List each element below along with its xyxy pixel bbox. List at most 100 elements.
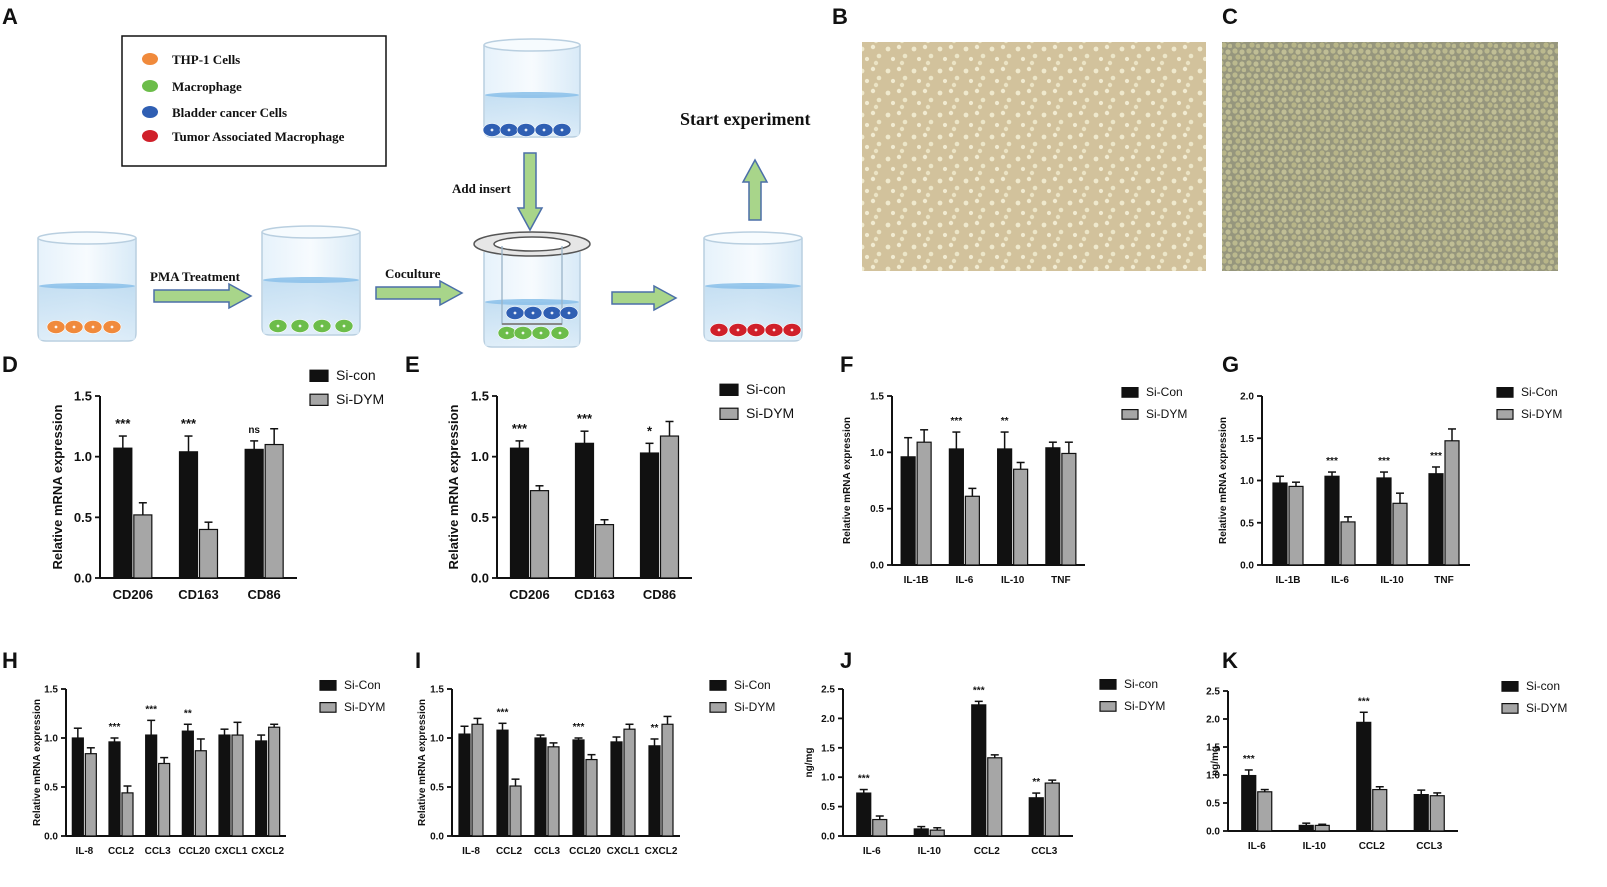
y-tick-label: 0.5	[430, 783, 444, 794]
bar-dym	[471, 723, 484, 837]
bladder-cancer-cell-nucleus	[550, 311, 554, 315]
bar-control	[534, 737, 547, 837]
thp1-cell-nucleus	[91, 325, 95, 329]
legend-label-thp1: THP-1 Cells	[172, 52, 240, 67]
category-label: CCL3	[1416, 841, 1443, 852]
bar-control	[913, 828, 929, 837]
tam-cell-nucleus	[772, 328, 776, 332]
legend-label: Si-Con	[734, 678, 771, 692]
category-label: IL-10	[1380, 575, 1404, 586]
legend-label: Si-DYM	[1146, 407, 1187, 421]
pma-treatment-label: PMA Treatment	[150, 269, 241, 284]
bar-dym	[264, 443, 284, 579]
y-tick-label: 1.5	[44, 685, 58, 696]
bar-control	[244, 448, 264, 579]
legend-swatch	[709, 701, 727, 713]
y-axis-label: Relative mRNA expression	[32, 699, 43, 826]
panel-letter-f: F	[840, 352, 853, 377]
category-label: TNF	[1051, 575, 1070, 586]
bladder-cancer-cell-nucleus	[507, 128, 511, 132]
y-tick-label: 1.0	[870, 448, 884, 459]
thp1-cell-icon	[142, 53, 158, 65]
y-tick-label: 1.5	[1206, 743, 1220, 754]
y-tick-label: 2.0	[1206, 715, 1220, 726]
y-tick-label: 1.0	[1240, 476, 1254, 487]
legend-label-macrophage: Macrophage	[172, 79, 242, 94]
micrograph-c-cells	[1222, 42, 1558, 271]
significance-label: ***	[577, 411, 593, 426]
category-label: CXCL2	[251, 846, 284, 857]
bar-dym	[916, 441, 932, 566]
bladder-cancer-cell-nucleus	[531, 311, 535, 315]
bar-dym	[529, 490, 550, 579]
y-tick-label: 2.0	[821, 714, 835, 725]
panel-letter-c: C	[1222, 4, 1238, 29]
significance-label: *	[647, 423, 653, 438]
legend-label: Si-DYM	[1526, 701, 1567, 715]
bar-control	[255, 740, 268, 837]
bar-dym	[509, 785, 522, 837]
beaker-macrophage	[261, 225, 361, 336]
macrophage-cell-nucleus	[276, 324, 280, 328]
macrophage-cell-nucleus	[539, 331, 543, 335]
cells-layer	[46, 123, 802, 340]
bar-control	[997, 448, 1013, 566]
tam-cell-nucleus	[736, 328, 740, 332]
arrow-to-tam	[611, 284, 678, 312]
cell-type-legend: THP-1 Cells Macrophage Bladder cancer Ce…	[121, 35, 387, 167]
bar-dym	[1392, 502, 1408, 566]
y-tick-label: 2.5	[821, 685, 835, 696]
macrophage-cell-nucleus	[558, 331, 562, 335]
bar-dym	[1444, 440, 1460, 566]
y-tick-label: 0.0	[74, 571, 92, 586]
legend-swatch	[1099, 700, 1117, 712]
y-tick-label: 0.5	[821, 802, 835, 813]
bar-dym	[661, 723, 674, 837]
category-label: IL-10	[918, 846, 942, 857]
significance-label: ***	[573, 722, 585, 733]
thp1-cell-nucleus	[54, 325, 58, 329]
category-label: IL-6	[1248, 841, 1266, 852]
bladder-cancer-cell-nucleus	[542, 128, 546, 132]
legend-label: Si-con	[1526, 679, 1560, 693]
category-label: CXCL1	[607, 846, 640, 857]
legend-label: Si-DYM	[734, 700, 775, 714]
bar-dym	[1340, 521, 1356, 566]
arrow-coculture	[375, 279, 464, 307]
bar-control	[900, 456, 916, 566]
category-label: CCL2	[1359, 841, 1386, 852]
tam-cell-nucleus	[754, 328, 758, 332]
legend-label: Si-Con	[1146, 385, 1183, 399]
y-tick-label: 0.0	[430, 832, 444, 843]
y-tick-label: 0.0	[1206, 827, 1220, 838]
category-label: CD163	[574, 587, 614, 602]
chart-k: K 0.0 0.5 1.0 1.5 2.0 2.5 ng/mg *** IL-6 IL-10 *** C…	[1206, 648, 1567, 852]
bar-control	[181, 730, 194, 837]
legend-swatch	[1496, 409, 1514, 420]
y-tick-label: 0.5	[870, 504, 884, 515]
legend-item-thp1: THP-1 Cells	[142, 52, 240, 67]
bladder-cancer-cell-icon	[142, 106, 158, 118]
add-insert-label: Add insert	[452, 181, 512, 196]
significance-label: ***	[1243, 754, 1255, 765]
bar-control	[948, 448, 964, 566]
macrophage-cell-icon	[142, 80, 158, 92]
significance-label: ***	[145, 704, 157, 715]
category-label: CXCL1	[215, 846, 248, 857]
category-label: IL-10	[1001, 575, 1025, 586]
start-experiment-label: Start experiment	[680, 109, 810, 129]
category-label: IL-8	[75, 846, 93, 857]
legend-box	[121, 35, 387, 167]
legend-swatch	[1496, 387, 1514, 398]
category-label: CCL3	[1031, 846, 1058, 857]
bar-dym	[929, 829, 945, 837]
y-tick-label: 1.0	[430, 734, 444, 745]
bar-control	[509, 447, 530, 579]
legend-swatch	[319, 679, 337, 691]
y-axis-label: Relative mRNA expression	[1218, 417, 1229, 544]
bar-dym	[84, 753, 97, 837]
thp1-cell-nucleus	[110, 325, 114, 329]
y-tick-label: 0.5	[74, 510, 92, 525]
chart-f: F 0.0 0.5 1.0 1.5 Relative mRNA expression IL-…	[840, 352, 1187, 586]
category-label: CD163	[178, 587, 218, 602]
